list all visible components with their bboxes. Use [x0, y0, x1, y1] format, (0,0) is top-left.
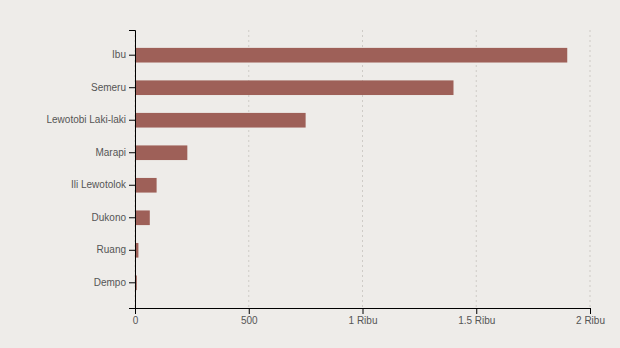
- y-tick: Dempo: [94, 277, 135, 288]
- x-tick: 2 Ribu: [576, 308, 605, 326]
- grid-line: [590, 30, 591, 308]
- x-tick-label: 1 Ribu: [349, 315, 378, 326]
- y-tick-label: Dempo: [94, 277, 127, 288]
- x-tick-mark: [363, 308, 364, 314]
- chart-svg: 0 500 1 Ribu 1.5 Ribu 2 Ribu Dempo Ruang Dukono…: [0, 0, 620, 348]
- y-axis: Dempo Ruang Dukono Ili Lewotolok Marapi Lewot…: [47, 31, 136, 309]
- bar: [135, 80, 454, 95]
- x-tick-label: 1.5 Ribu: [458, 315, 495, 326]
- y-tick-label: Ruang: [97, 244, 126, 255]
- x-tick-label: 500: [241, 315, 258, 326]
- bars: [135, 48, 567, 290]
- y-tick: Ili Lewotolok: [71, 179, 135, 190]
- grid: [135, 30, 590, 308]
- y-tick-mark: [129, 282, 135, 283]
- x-tick: 1.5 Ribu: [458, 308, 495, 326]
- y-tick-label: Dukono: [92, 212, 127, 223]
- y-tick-label: Marapi: [95, 147, 126, 158]
- y-tick-label: Ibu: [112, 49, 126, 60]
- x-tick-mark: [590, 308, 591, 314]
- bar: [135, 210, 150, 225]
- y-tick: Ruang: [97, 244, 135, 255]
- y-tick: Dukono: [92, 212, 135, 223]
- x-tick-mark: [249, 308, 250, 314]
- x-tick: 1 Ribu: [349, 308, 378, 326]
- y-tick: Lewotobi Laki-laki: [47, 114, 136, 125]
- y-tick-mark: [129, 87, 135, 88]
- bar: [135, 113, 306, 128]
- grid-line: [248, 30, 249, 308]
- y-tick-mark: [129, 185, 135, 186]
- x-tick-mark: [476, 308, 477, 314]
- y-tick-mark: [129, 120, 135, 121]
- y-tick: Ibu: [112, 49, 135, 60]
- y-tick-label: Semeru: [91, 82, 126, 93]
- y-tick: Marapi: [95, 147, 135, 158]
- bar: [135, 178, 157, 193]
- y-tick-mark: [129, 152, 135, 153]
- grid-line: [362, 30, 363, 308]
- x-tick-label: 0: [133, 315, 139, 326]
- y-tick: Semeru: [91, 82, 135, 93]
- y-tick-label: Ili Lewotolok: [71, 179, 127, 190]
- y-tick-mark: [129, 55, 135, 56]
- y-tick-mark: [129, 217, 135, 218]
- chart-container: 0 500 1 Ribu 1.5 Ribu 2 Ribu Dempo Ruang Dukono…: [0, 0, 620, 348]
- x-tick: 0: [133, 308, 139, 326]
- bar: [135, 48, 567, 63]
- y-axis-line: [129, 31, 136, 309]
- background: [0, 0, 620, 348]
- y-tick-label: Lewotobi Laki-laki: [47, 114, 127, 125]
- grid-line: [476, 30, 477, 308]
- plot: 0 500 1 Ribu 1.5 Ribu 2 Ribu Dempo Ruang Dukono…: [47, 30, 605, 326]
- x-tick: 500: [241, 308, 258, 326]
- x-axis-line: [136, 309, 591, 315]
- x-tick-label: 2 Ribu: [576, 315, 605, 326]
- bar: [135, 145, 187, 160]
- y-tick-mark: [129, 250, 135, 251]
- x-axis: 0 500 1 Ribu 1.5 Ribu 2 Ribu: [133, 308, 605, 326]
